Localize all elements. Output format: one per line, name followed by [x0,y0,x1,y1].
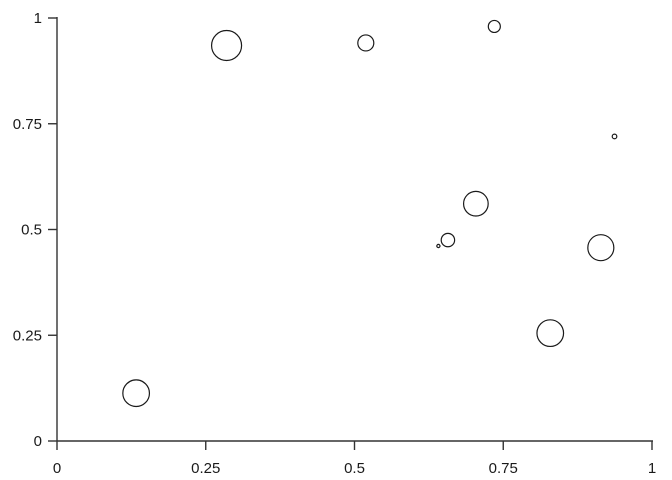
x-tick-label: 1 [648,460,656,477]
data-point-bubble[interactable] [122,379,151,408]
data-point-bubble[interactable] [462,190,489,217]
data-point-bubble[interactable] [440,232,456,248]
data-point-bubble[interactable] [357,34,375,52]
data-point-bubble[interactable] [611,133,618,140]
y-tick-label: 0.25 [13,327,42,344]
x-tick-label: 0.75 [489,460,518,477]
x-tick-label: 0.5 [344,460,365,477]
y-tick-label: 1 [34,10,42,27]
x-tick-label: 0.25 [191,460,220,477]
data-point-bubble[interactable] [436,243,441,249]
x-tick-label: 0 [53,460,61,477]
y-tick-label: 0.5 [21,222,42,239]
data-point-bubble[interactable] [487,19,501,34]
y-tick-label: 0 [34,433,42,450]
data-point-bubble[interactable] [210,29,243,62]
data-point-bubble[interactable] [587,234,615,262]
y-tick-label: 0.75 [13,116,42,133]
data-point-bubble[interactable] [536,319,565,348]
